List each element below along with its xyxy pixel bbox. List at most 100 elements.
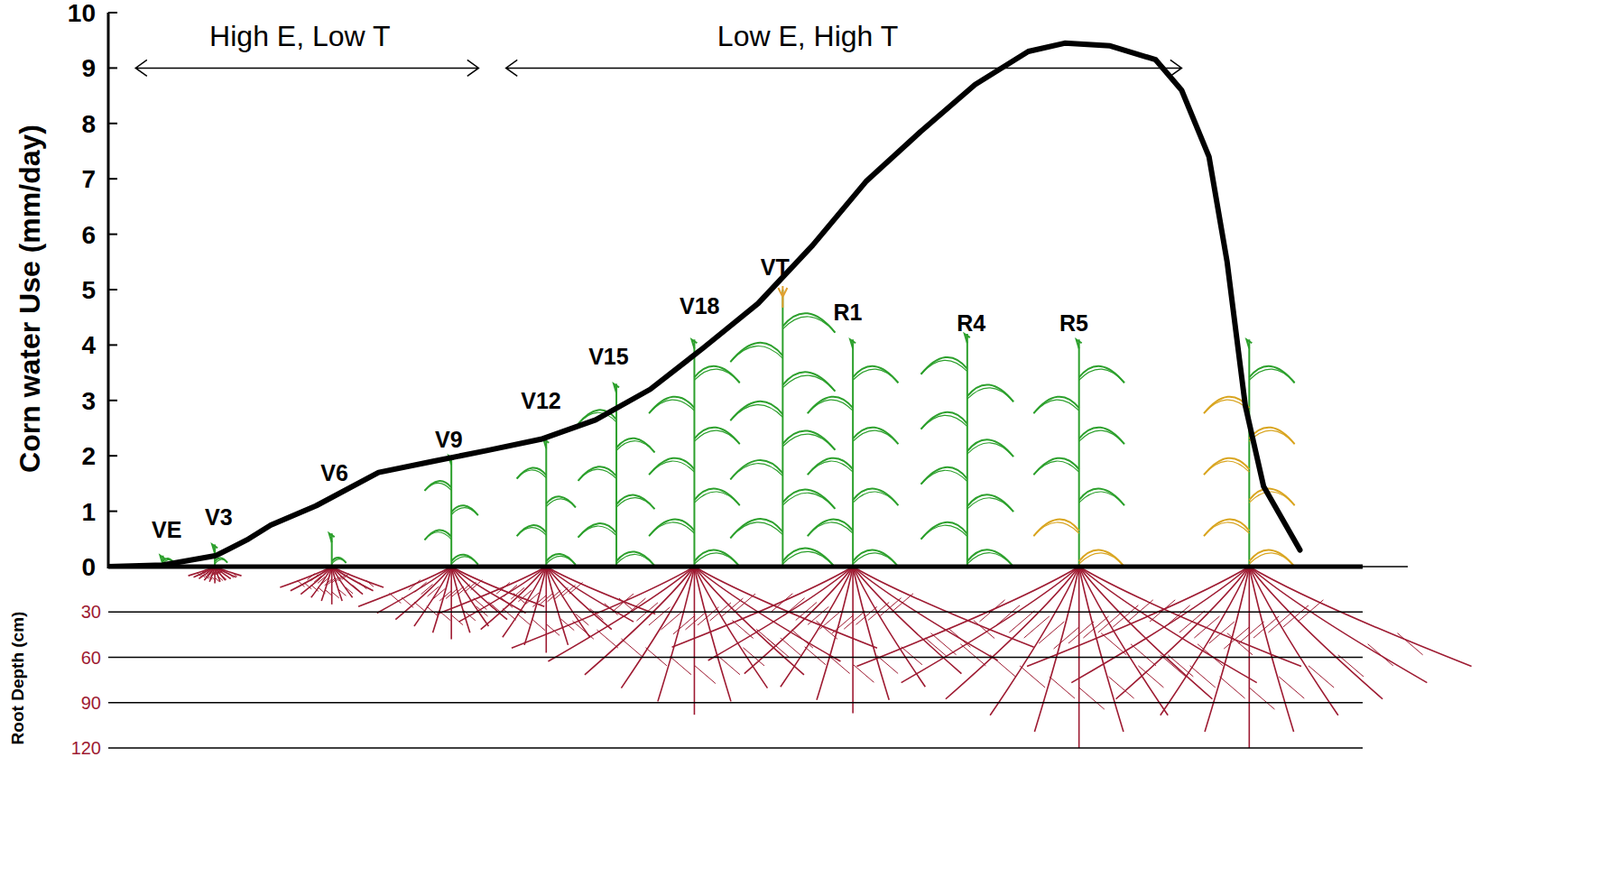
- roots: [188, 566, 242, 583]
- leaf: [852, 430, 898, 444]
- period-arrow: [135, 59, 479, 76]
- root-branch: [496, 582, 510, 595]
- plant: [425, 455, 479, 567]
- leaf: [852, 369, 898, 383]
- root-branch: [1024, 616, 1050, 639]
- leaf: [1079, 550, 1125, 567]
- plant: [648, 339, 740, 567]
- leaf: [730, 460, 783, 480]
- root: [545, 566, 612, 630]
- root-branch: [225, 574, 231, 579]
- root-branch: [1160, 655, 1186, 677]
- stage-label: R4: [956, 310, 986, 336]
- leaf: [782, 316, 835, 333]
- root: [1079, 566, 1258, 684]
- leaf: [921, 522, 968, 540]
- root-tick-label: 30: [81, 601, 102, 622]
- root: [852, 566, 998, 661]
- leaf: [1248, 369, 1295, 383]
- leaf: [730, 463, 783, 481]
- root-branch: [804, 647, 826, 666]
- leaf: [517, 527, 547, 537]
- root: [311, 566, 333, 598]
- leaf: [1079, 366, 1125, 383]
- root-branch: [852, 664, 874, 683]
- root: [545, 566, 634, 622]
- root-branch: [1130, 644, 1157, 666]
- leaf: [648, 522, 694, 537]
- leaf: [782, 434, 835, 451]
- root: [1034, 566, 1079, 732]
- root-branch: [1179, 610, 1205, 633]
- root: [989, 566, 1080, 716]
- root: [780, 566, 853, 687]
- root-branch: [1008, 610, 1035, 633]
- leaf: [648, 399, 694, 414]
- root-gridline: [108, 702, 1363, 704]
- root: [851, 566, 854, 713]
- root-branch: [989, 655, 1016, 677]
- root-tick-label: 120: [71, 738, 102, 759]
- leaf: [1079, 430, 1125, 444]
- leaf: [578, 523, 617, 538]
- root-branch: [819, 610, 841, 629]
- leaf: [807, 399, 853, 414]
- leaf: [730, 518, 783, 538]
- leaf: [921, 357, 968, 375]
- root-branch: [338, 589, 346, 596]
- leaf: [693, 369, 740, 383]
- root-branch: [771, 593, 793, 612]
- leaf: [616, 554, 655, 566]
- root: [1248, 566, 1471, 667]
- water-use-line: [108, 43, 1301, 567]
- leaf: [1033, 522, 1079, 537]
- root: [433, 566, 453, 633]
- root-tick-label: 90: [81, 693, 102, 713]
- root-branch: [611, 593, 633, 612]
- y-tick-label: 2: [81, 442, 96, 471]
- root: [1079, 566, 1124, 732]
- leaf: [1033, 519, 1079, 537]
- root-branch: [1308, 665, 1334, 688]
- root-branch: [979, 600, 1005, 622]
- root-branch: [1049, 676, 1075, 699]
- root: [852, 566, 925, 687]
- roots: [358, 566, 545, 639]
- plot-area: [108, 43, 1301, 567]
- stage-label: VE: [151, 517, 182, 543]
- y-tick-label: 1: [81, 498, 96, 527]
- stage-label: V3: [204, 504, 233, 530]
- periods: High E, Low TLow E, High T: [135, 19, 1182, 76]
- plant-top: [691, 339, 697, 349]
- plant: [1033, 339, 1125, 567]
- root-branch: [648, 607, 670, 626]
- root-branch: [791, 629, 813, 648]
- period-label: Low E, High T: [717, 19, 898, 53]
- root: [502, 566, 546, 638]
- root: [620, 566, 694, 689]
- root: [584, 566, 695, 676]
- plant-top: [1076, 339, 1083, 349]
- x-axis: [108, 564, 1363, 570]
- leaf: [967, 388, 1014, 402]
- root: [321, 566, 332, 602]
- root: [852, 566, 889, 701]
- root-branch: [590, 608, 604, 620]
- leaf: [1033, 397, 1079, 414]
- root-branch: [1397, 633, 1424, 656]
- root-branch: [718, 656, 740, 676]
- leaf: [545, 555, 576, 565]
- root: [693, 566, 841, 662]
- leaf: [782, 375, 835, 392]
- root-branch: [1167, 655, 1194, 677]
- leaf: [782, 490, 835, 509]
- root-branch: [517, 590, 532, 602]
- leaf: [451, 554, 479, 565]
- leaf: [425, 480, 453, 491]
- root-branch: [1338, 655, 1364, 677]
- root-branch: [531, 619, 546, 631]
- y-tick: [108, 288, 118, 291]
- y-tick-label: 10: [67, 0, 96, 28]
- leaf: [332, 559, 347, 565]
- root: [1248, 566, 1339, 716]
